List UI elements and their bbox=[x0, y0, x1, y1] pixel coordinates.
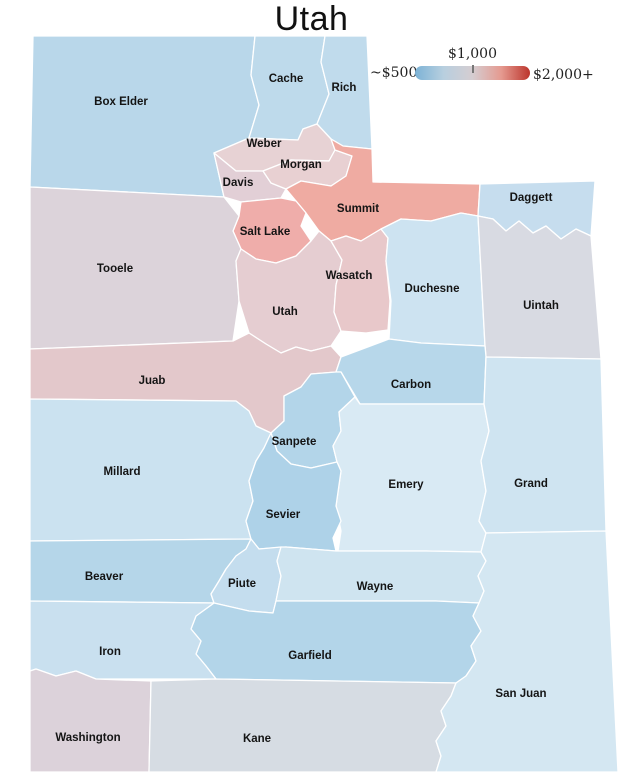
county-wasatch[interactable] bbox=[330, 228, 391, 334]
county-kane[interactable] bbox=[148, 678, 457, 773]
county-tooele[interactable] bbox=[29, 186, 242, 350]
color-scale-legend: ~$500 $1,000 $2,000+ bbox=[370, 44, 620, 90]
county-carbon[interactable] bbox=[335, 338, 487, 405]
legend-min-label: ~$500 bbox=[370, 65, 418, 81]
county-duchesne[interactable] bbox=[380, 212, 486, 347]
county-emery[interactable] bbox=[332, 396, 490, 553]
county-grand[interactable] bbox=[478, 356, 607, 534]
county-washington[interactable] bbox=[29, 668, 152, 773]
legend-mid-label: $1,000 bbox=[448, 46, 497, 62]
county-uintah[interactable] bbox=[477, 215, 602, 360]
county-millard[interactable] bbox=[29, 398, 272, 542]
legend-max-label: $2,000+ bbox=[533, 67, 594, 83]
legend-gradient-bar bbox=[415, 66, 530, 80]
county-garfield[interactable] bbox=[190, 600, 482, 684]
county-san-juan[interactable] bbox=[435, 530, 619, 773]
county-iron[interactable] bbox=[29, 600, 217, 680]
county-wayne[interactable] bbox=[275, 546, 487, 604]
county-sevier[interactable] bbox=[245, 432, 342, 552]
page-title: Utah bbox=[274, 0, 349, 38]
legend-midpoint-tick bbox=[472, 65, 474, 73]
